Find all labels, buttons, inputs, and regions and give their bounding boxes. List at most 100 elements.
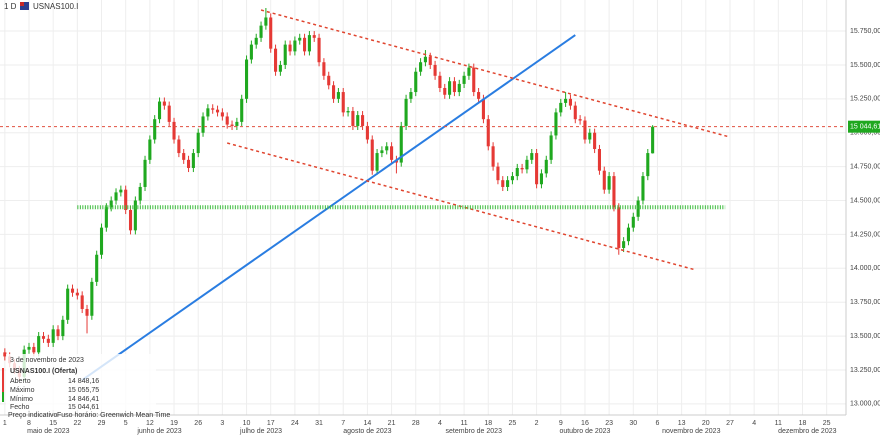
month-label: setembro de 2023 — [446, 428, 503, 435]
candle-body — [61, 319, 65, 337]
candle-body — [472, 67, 476, 93]
symbol: USNAS100.I — [33, 2, 78, 11]
candle-body — [539, 173, 543, 185]
candle-body — [617, 207, 621, 248]
candle-body — [220, 112, 224, 117]
axes: 13.000,00 13.250,00 13.500,00 13.750,00 14.0… — [3, 28, 880, 435]
candle-body — [554, 112, 558, 136]
month-label: novembro de 2023 — [662, 428, 720, 435]
candle-body — [501, 180, 505, 187]
candle-body — [211, 108, 215, 110]
candle-body — [452, 81, 456, 93]
candle-body — [46, 338, 50, 343]
candle-body — [191, 153, 195, 168]
info-value: 14 846,41 — [68, 396, 99, 403]
candle-body — [288, 44, 292, 52]
x-tick-label: 12 — [146, 420, 154, 427]
candle-body — [510, 176, 514, 181]
y-tick-label: 15.000,00 — [850, 130, 880, 137]
info-label: Aberto — [10, 378, 31, 385]
x-tick-label: 30 — [629, 420, 637, 427]
candle-body — [535, 153, 539, 185]
candle-body — [230, 124, 234, 126]
candle-body — [433, 64, 437, 76]
x-tick-label: 26 — [194, 420, 202, 427]
candle-body — [206, 108, 210, 117]
candle-body — [404, 98, 408, 126]
candle-body — [631, 216, 635, 228]
candle-body — [457, 83, 461, 93]
x-tick-label: 4 — [438, 420, 442, 427]
candle-body — [95, 254, 99, 282]
candle-body — [293, 40, 297, 52]
candle-body — [128, 210, 133, 231]
month-label: dezembro de 2023 — [778, 428, 836, 435]
candle-body — [481, 98, 485, 120]
candle-body — [399, 125, 403, 163]
candle-body — [564, 98, 568, 103]
candle-body — [37, 336, 41, 353]
y-tick-label: 13.000,00 — [850, 401, 880, 408]
candle-body — [593, 132, 597, 149]
candle-body — [327, 75, 331, 86]
candle-body — [254, 37, 258, 45]
candle-body — [172, 121, 176, 140]
candle-body — [467, 67, 471, 76]
candle-body — [612, 176, 616, 208]
candle-body — [27, 346, 31, 350]
info-value: 15 044,61 — [68, 404, 99, 411]
header: 1 D USNAS100.I — [4, 2, 78, 11]
candle-body — [182, 153, 186, 160]
candle-body — [448, 81, 452, 95]
candle-body — [351, 111, 355, 126]
candle-body — [148, 139, 152, 160]
candle-body — [438, 75, 442, 88]
y-tick-label: 14.000,00 — [850, 265, 880, 272]
candle-body — [646, 153, 650, 177]
candle-body — [385, 146, 389, 151]
candle-body — [549, 135, 553, 160]
candle-body — [491, 146, 495, 167]
info-value: 15 055,75 — [68, 387, 99, 394]
candle-body — [597, 148, 601, 171]
month-label: maio de 2023 — [27, 428, 70, 435]
candle-body — [622, 241, 626, 248]
info-label: Máximo — [10, 387, 35, 394]
candle-body — [496, 166, 500, 181]
info-label: Fecho — [10, 404, 30, 411]
flag-icon — [20, 2, 24, 6]
candle-body — [138, 186, 142, 201]
x-tick-label: 11 — [460, 420, 467, 427]
candle-body — [298, 37, 302, 41]
x-tick-label: 24 — [291, 420, 299, 427]
candle-body — [607, 176, 611, 190]
candle-body — [143, 159, 147, 187]
candle-body — [70, 288, 75, 293]
candle-body — [41, 336, 46, 339]
month-label: julho de 2023 — [239, 428, 282, 435]
interval: 1 D — [4, 2, 17, 11]
candle-body — [215, 109, 220, 113]
candle-body — [317, 37, 321, 63]
x-tick-label: 29 — [98, 420, 106, 427]
candle-body — [133, 200, 137, 231]
candle-body — [109, 200, 113, 208]
candle-body — [259, 25, 263, 38]
candle-body — [157, 101, 162, 120]
candle-body — [544, 159, 548, 174]
info-label: Mínimo — [10, 396, 33, 403]
candle-body — [428, 56, 432, 65]
flag-icon — [20, 2, 29, 10]
x-tick-label: 4 — [752, 420, 756, 427]
x-tick-label: 28 — [412, 420, 420, 427]
candle-body — [356, 115, 360, 126]
candle-body — [530, 153, 534, 160]
info-date: 3 de novembro de 2023 — [10, 357, 84, 364]
candle-body — [626, 227, 631, 242]
candle-body — [51, 329, 55, 343]
candle-body — [3, 352, 7, 357]
candle-body — [651, 126, 655, 154]
candle-body — [641, 176, 645, 201]
x-tick-label: 8 — [27, 420, 31, 427]
candle-body — [525, 159, 529, 170]
